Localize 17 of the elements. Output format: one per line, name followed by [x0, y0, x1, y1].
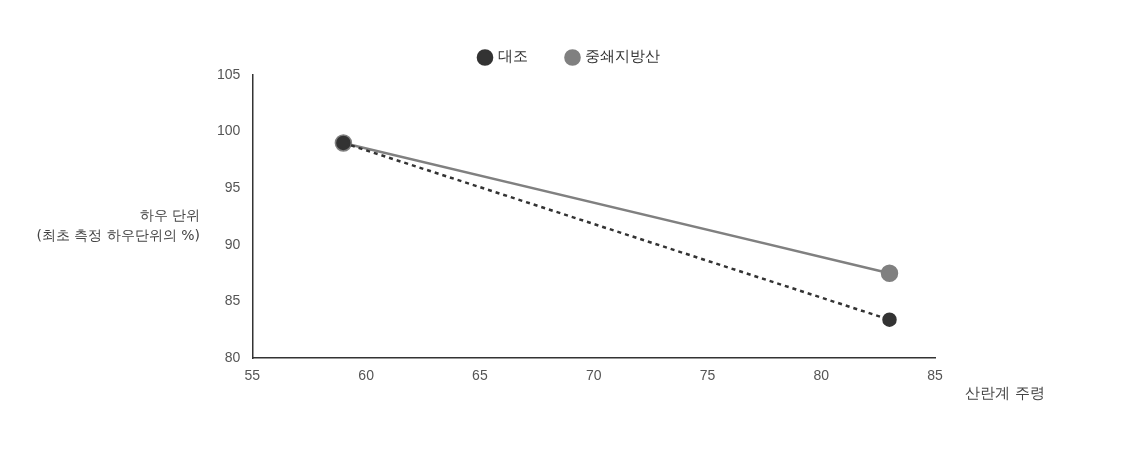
x-tick-label: 60 [358, 367, 375, 384]
y-tick-label: 100 [217, 122, 241, 139]
x-tick-label: 65 [472, 367, 488, 384]
x-tick-label: 85 [927, 367, 943, 384]
y-tick-label: 105 [217, 65, 241, 82]
x-tick-label: 75 [699, 367, 716, 384]
y-axis-title: 하우 단위 (최초 측정 하우단위의 %) [35, 206, 200, 245]
x-tick-label: 55 [244, 367, 261, 384]
x-axis-title: 산란계 주령 [965, 384, 1045, 403]
x-tick-label: 70 [585, 367, 602, 384]
legend-label: 대조 [497, 47, 528, 66]
y-tick-label: 95 [224, 179, 241, 196]
y-tick-label: 90 [224, 235, 241, 252]
x-tick-label: 80 [813, 367, 830, 384]
y-tick-label: 85 [224, 292, 241, 309]
y-tick-label: 80 [224, 349, 241, 366]
legend-label: 중쇄지방산 [585, 47, 660, 66]
